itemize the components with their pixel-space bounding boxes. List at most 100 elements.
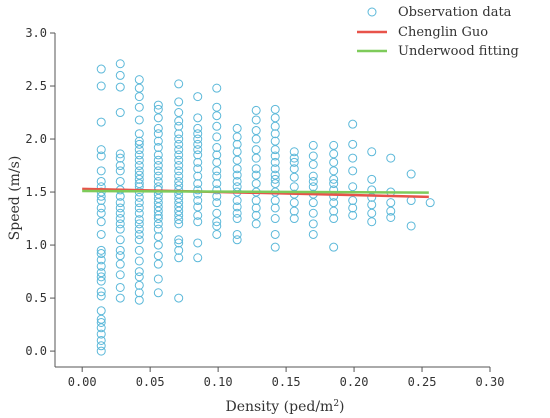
data-point [212,166,222,176]
data-point [289,198,299,208]
data-point [174,134,184,144]
data-point [174,121,184,131]
data-point [193,210,203,220]
x-axis-label-main: Density (ped/m [225,399,333,415]
data-point [134,198,144,208]
data-point [348,166,358,176]
data-point [367,147,377,157]
data-point [174,245,184,255]
data-point [270,129,280,139]
data-point [232,170,242,180]
data-point [212,102,222,112]
data-point [96,306,106,316]
data-point [193,113,203,123]
data-point [134,92,144,102]
x-axis-label: Density (ped/m2) [225,399,344,415]
data-point [308,198,318,208]
data-point [348,139,358,149]
data-point [367,200,377,210]
data-point [193,145,203,155]
legend-label-observation: Observation data [398,5,512,20]
data-point [96,176,106,186]
data-point [96,272,106,282]
data-point [153,240,163,250]
data-point [115,235,125,245]
data-point [232,235,242,245]
data-point [329,157,339,167]
legend-label-chenglin-guo: Chenglin Guo [398,25,488,40]
data-point [289,214,299,224]
data-point [115,82,125,92]
data-point [115,208,125,218]
data-point [308,159,318,169]
data-point [270,136,280,146]
data-point [115,176,125,186]
data-point [329,179,339,189]
data-point [174,129,184,139]
data-point [232,202,242,212]
data-point [134,295,144,305]
data-point [134,280,144,290]
data-point [174,219,184,229]
data-point [96,335,106,345]
data-point [212,208,222,218]
data-point [348,203,358,213]
data-point [251,134,261,144]
data-point [270,164,280,174]
x-tick-label: 0.15 [272,375,301,389]
data-point [212,143,222,153]
data-point [115,153,125,163]
data-point [270,121,280,131]
data-point [308,208,318,218]
data-point [153,161,163,171]
data-point [348,210,358,220]
data-point [96,249,106,259]
x-tick-label: 0.00 [68,375,97,389]
data-point [134,256,144,266]
data-point [212,150,222,160]
data-point [289,172,299,182]
data-point [232,208,242,218]
data-point [96,203,106,213]
data-point [193,189,203,199]
y-tick-label: 0.5 [25,291,47,305]
data-point [174,253,184,263]
data-point [386,212,396,222]
data-point [308,182,318,192]
data-point [232,214,242,224]
data-point [153,219,163,229]
data-point [289,147,299,157]
data-point [174,166,184,176]
y-tick-label: 3.0 [25,26,47,40]
data-point [308,229,318,239]
data-point [386,153,396,163]
data-point [134,115,144,125]
plot-area [82,59,435,356]
data-point [212,121,222,131]
data-point [406,169,416,179]
data-point [96,229,106,239]
data-point [153,214,163,224]
data-point [193,164,203,174]
data-point [193,238,203,248]
data-point [115,270,125,280]
data-point [115,59,125,69]
data-point [115,161,125,171]
data-point [329,149,339,159]
y-tick-label: 2.0 [25,132,47,146]
data-point [153,155,163,165]
data-point [96,346,106,356]
data-point [96,287,106,297]
data-point [96,317,106,327]
data-point [115,108,125,118]
data-point [153,259,163,269]
data-point [174,97,184,107]
data-point [134,288,144,298]
data-point [134,224,144,234]
data-point [153,251,163,261]
data-point [270,157,280,167]
data-point [96,166,106,176]
data-point [232,123,242,133]
data-point [174,235,184,245]
